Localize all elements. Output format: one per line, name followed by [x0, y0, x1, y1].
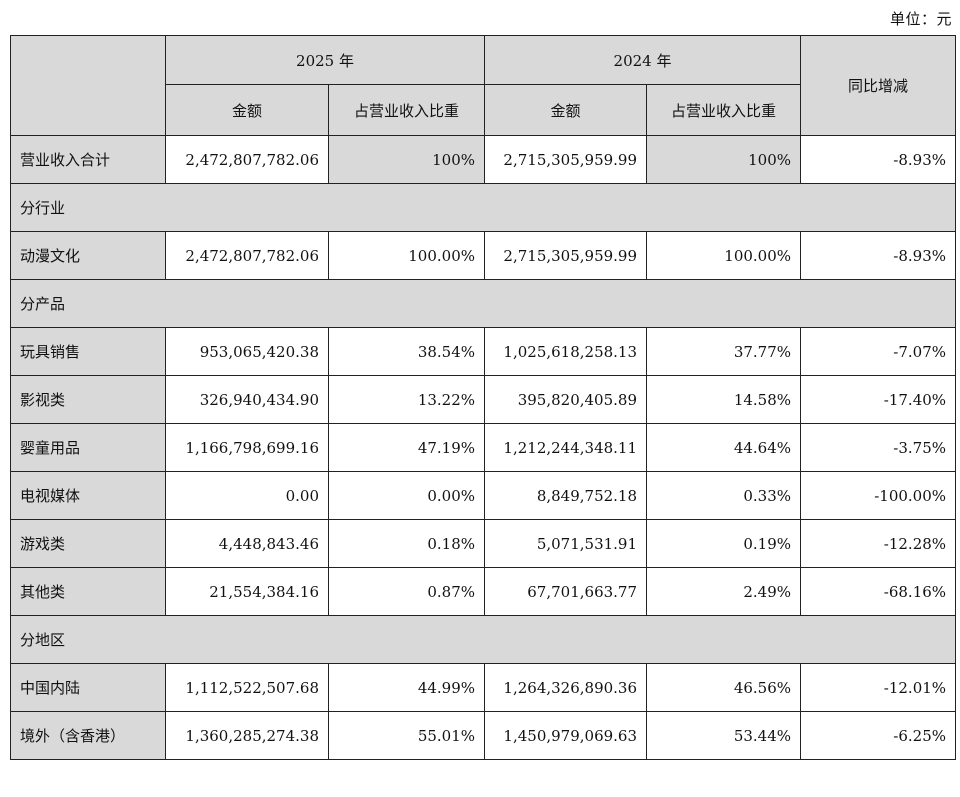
amount-2024: 5,071,531.91: [484, 519, 648, 568]
yoy-change: -12.28%: [800, 519, 957, 568]
header-yoy: 同比增减: [800, 35, 957, 136]
amount-2025: 21,554,384.16: [165, 567, 329, 616]
section-row: 分地区: [9, 615, 957, 664]
share-2025: 100.00%: [327, 231, 486, 280]
row-label: 电视媒体: [10, 471, 166, 520]
table-row: 动漫文化 2,472,807,782.06 100.00% 2,715,305,…: [10, 231, 957, 280]
row-label: 境外（含香港）: [10, 711, 166, 760]
share-2024: 37.77%: [646, 327, 802, 376]
section-title: 分产品: [9, 279, 957, 328]
amount-2025: 1,112,522,507.68: [165, 663, 329, 712]
yoy-change: -7.07%: [800, 327, 957, 376]
share-2025: 0.00%: [327, 471, 486, 520]
row-label: 婴童用品: [10, 423, 166, 472]
row-label: 游戏类: [10, 519, 166, 568]
section-row: 分行业: [9, 183, 957, 232]
amount-2024: 1,212,244,348.11: [484, 423, 648, 472]
amount-2024: 8,849,752.18: [484, 471, 648, 520]
total-row: 营业收入合计 2,472,807,782.06 100% 2,715,305,9…: [10, 135, 957, 184]
row-label: 玩具销售: [10, 327, 166, 376]
header-share-2025: 占营业收入比重: [327, 84, 486, 136]
share-2025: 13.22%: [327, 375, 486, 424]
row-label: 动漫文化: [10, 231, 166, 280]
amount-2024: 2,715,305,959.99: [484, 231, 648, 280]
amount-2025: 326,940,434.90: [165, 375, 329, 424]
yoy-change: -68.16%: [800, 567, 957, 616]
table-row: 境外（含香港） 1,360,285,274.38 55.01% 1,450,97…: [10, 711, 957, 760]
header-amount-2025: 金额: [165, 84, 329, 136]
share-2025: 100%: [327, 135, 486, 184]
share-2024: 0.33%: [646, 471, 802, 520]
share-2025: 47.19%: [327, 423, 486, 472]
header-share-2024: 占营业收入比重: [646, 84, 802, 136]
yoy-change: -8.93%: [800, 231, 957, 280]
share-2024: 14.58%: [646, 375, 802, 424]
amount-2024: 1,264,326,890.36: [484, 663, 648, 712]
section-title: 分地区: [9, 615, 957, 664]
yoy-change: -12.01%: [800, 663, 957, 712]
table-row: 电视媒体 0.00 0.00% 8,849,752.18 0.33% -100.…: [10, 471, 957, 520]
amount-2024: 1,025,618,258.13: [484, 327, 648, 376]
row-label: 营业收入合计: [10, 135, 166, 184]
amount-2024: 395,820,405.89: [484, 375, 648, 424]
share-2024: 2.49%: [646, 567, 802, 616]
table-row: 中国内陆 1,112,522,507.68 44.99% 1,264,326,8…: [10, 663, 957, 712]
share-2024: 0.19%: [646, 519, 802, 568]
share-2025: 38.54%: [327, 327, 486, 376]
share-2025: 0.87%: [327, 567, 486, 616]
yoy-change: -8.93%: [800, 135, 957, 184]
table-row: 游戏类 4,448,843.46 0.18% 5,071,531.91 0.19…: [10, 519, 957, 568]
share-2025: 0.18%: [327, 519, 486, 568]
amount-2025: 1,360,285,274.38: [165, 711, 329, 760]
share-2024: 46.56%: [646, 663, 802, 712]
yoy-change: -100.00%: [800, 471, 957, 520]
header-year-2024: 2024 年: [484, 35, 802, 85]
yoy-change: -6.25%: [800, 711, 957, 760]
share-2024: 100.00%: [646, 231, 802, 280]
share-2024: 100%: [646, 135, 802, 184]
amount-2025: 2,472,807,782.06: [165, 135, 329, 184]
table-row: 其他类 21,554,384.16 0.87% 67,701,663.77 2.…: [10, 567, 957, 616]
share-2024: 44.64%: [646, 423, 802, 472]
table-row: 影视类 326,940,434.90 13.22% 395,820,405.89…: [10, 375, 957, 424]
table-row: 玩具销售 953,065,420.38 38.54% 1,025,618,258…: [10, 327, 957, 376]
amount-2024: 1,450,979,069.63: [484, 711, 648, 760]
table-row: 婴童用品 1,166,798,699.16 47.19% 1,212,244,3…: [10, 423, 957, 472]
share-2025: 44.99%: [327, 663, 486, 712]
amount-2025: 4,448,843.46: [165, 519, 329, 568]
revenue-table: 2025 年 2024 年 同比增减 金额 占营业收入比重 金额 占营业收入比重…: [9, 35, 957, 760]
row-label: 其他类: [10, 567, 166, 616]
row-label: 中国内陆: [10, 663, 166, 712]
section-title: 分行业: [9, 183, 957, 232]
unit-label: 单位：元: [889, 10, 952, 28]
amount-2025: 2,472,807,782.06: [165, 231, 329, 280]
amount-2025: 953,065,420.38: [165, 327, 329, 376]
yoy-change: -17.40%: [800, 375, 957, 424]
amount-2025: 1,166,798,699.16: [165, 423, 329, 472]
row-label: 影视类: [10, 375, 166, 424]
header-amount-2024: 金额: [484, 84, 648, 136]
amount-2024: 67,701,663.77: [484, 567, 648, 616]
header-corner: [10, 35, 166, 136]
amount-2024: 2,715,305,959.99: [484, 135, 648, 184]
section-row: 分产品: [9, 279, 957, 328]
header-year-2025: 2025 年: [164, 35, 486, 85]
yoy-change: -3.75%: [800, 423, 957, 472]
amount-2025: 0.00: [165, 471, 329, 520]
share-2024: 53.44%: [646, 711, 802, 760]
share-2025: 55.01%: [327, 711, 486, 760]
